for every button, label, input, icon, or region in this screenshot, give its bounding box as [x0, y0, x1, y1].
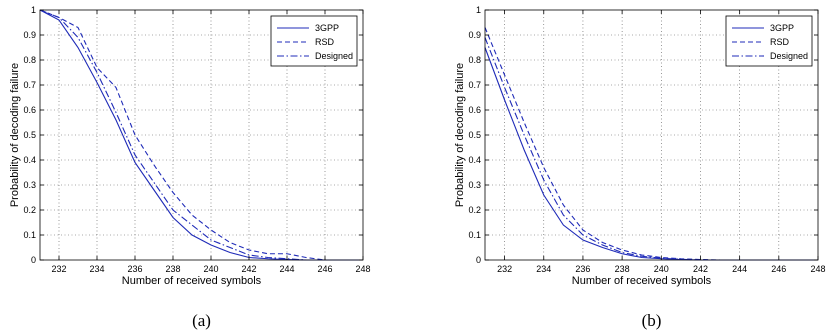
x-tick-label: 236 [127, 264, 142, 274]
y-tick-label: 1 [476, 5, 481, 15]
y-tick-label: 0.8 [468, 55, 481, 65]
x-tick-label: 248 [810, 264, 825, 274]
x-tick-label: 248 [355, 264, 370, 274]
x-tick-label: 240 [203, 264, 218, 274]
x-tick-label: 242 [241, 264, 256, 274]
y-axis-label: Probability of decoding failure [9, 63, 21, 207]
y-tick-label: 0 [31, 255, 36, 265]
y-tick-label: 0.8 [23, 55, 36, 65]
legend-label-designed: Designed [315, 51, 353, 61]
legend-label-3gpp: 3GPP [770, 23, 794, 33]
y-tick-label: 0.9 [23, 30, 36, 40]
y-tick-label: 1 [31, 5, 36, 15]
x-tick-label: 242 [693, 264, 708, 274]
chart-a: 232 234 236 238 240 242 244 246 248 0 0.1 0.2 0.3 0.4… [9, 5, 371, 330]
y-tick-label: 0.4 [23, 155, 36, 165]
panel-caption: (a) [192, 311, 211, 330]
series-line-3gpp [484, 47, 818, 261]
legend-label-rsd: RSD [315, 37, 335, 47]
x-axis-label: Number of received symbols [122, 275, 262, 287]
y-tick-label: 0.4 [468, 155, 481, 165]
y-tick-label: 0.5 [468, 130, 481, 140]
x-tick-label: 232 [51, 264, 66, 274]
y-tick-label: 0.5 [23, 130, 36, 140]
y-tick-label: 0.7 [23, 80, 36, 90]
legend: 3GPP RSD Designed [270, 15, 358, 67]
legend-label-rsd: RSD [770, 37, 790, 47]
y-tick-label: 0 [476, 255, 481, 265]
x-axis-label: Number of received symbols [572, 275, 712, 287]
x-tick-label: 234 [536, 264, 551, 274]
y-tick-label: 0.6 [23, 105, 36, 115]
y-tick-label: 0.2 [23, 205, 36, 215]
x-tick-label: 238 [165, 264, 180, 274]
x-tick-label: 246 [317, 264, 332, 274]
panel-caption: (b) [642, 311, 662, 330]
series-line-designed [484, 37, 818, 261]
x-tick-label: 246 [771, 264, 786, 274]
y-tick-label: 0.9 [468, 30, 481, 40]
x-tick-label: 234 [89, 264, 104, 274]
legend-box [725, 15, 813, 67]
series-line-rsd [39, 9, 363, 261]
legend-box [270, 15, 358, 67]
x-tick-label: 232 [497, 264, 512, 274]
x-tick-label: 236 [575, 264, 590, 274]
y-axis-label: Probability of decoding failure [454, 63, 466, 207]
legend-label-3gpp: 3GPP [315, 23, 339, 33]
y-tick-label: 0.7 [468, 80, 481, 90]
x-tick-label: 244 [732, 264, 747, 274]
x-tick-label: 244 [279, 264, 294, 274]
x-tick-label: 240 [654, 264, 669, 274]
legend-label-designed: Designed [770, 51, 808, 61]
y-tick-label: 0.3 [23, 180, 36, 190]
legend: 3GPP RSD Designed [725, 15, 813, 67]
y-tick-label: 0.6 [468, 105, 481, 115]
x-tick-label: 238 [615, 264, 630, 274]
y-tick-label: 0.1 [23, 230, 36, 240]
chart-b: 232 234 236 238 240 242 244 246 248 0 0.1 0.2 0.3 0.4… [454, 5, 826, 330]
y-tick-label: 0.1 [468, 230, 481, 240]
y-tick-label: 0.2 [468, 205, 481, 215]
y-tick-label: 0.3 [468, 180, 481, 190]
